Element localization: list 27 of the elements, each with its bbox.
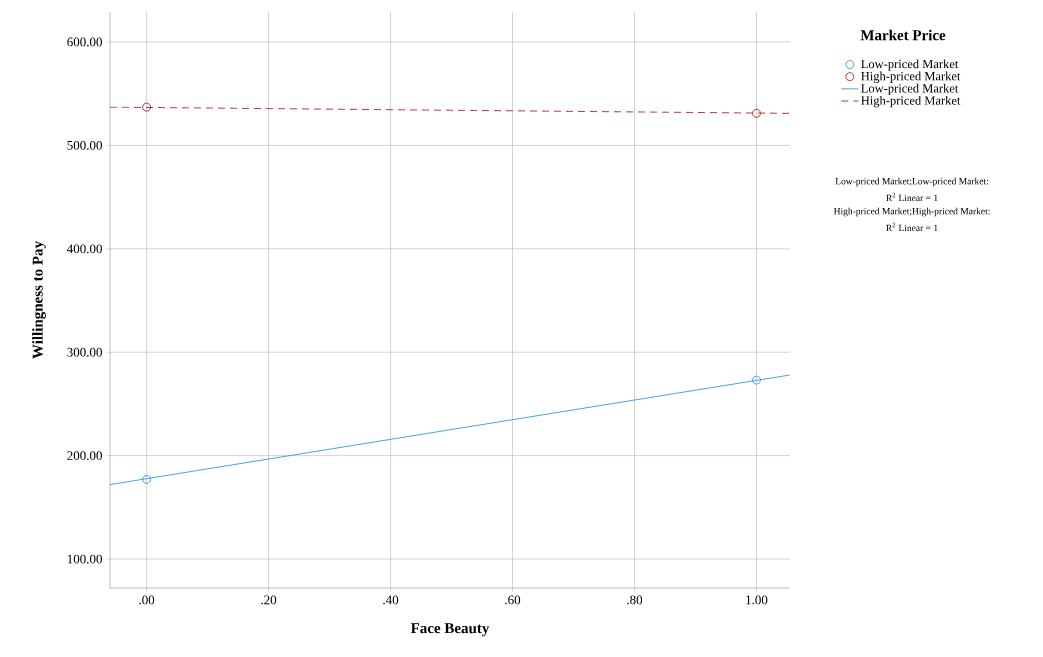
x-tick-label: .60	[505, 595, 521, 605]
y-tick-label: 400.00	[66, 244, 102, 254]
legend-label: High-priced Market	[861, 71, 961, 83]
text: Low-priced Market;Low-priced Market:	[835, 177, 989, 187]
x-tick-label: .20	[261, 595, 277, 605]
y-tick-label: 300.00	[67, 347, 102, 357]
y-tick-label: 200.00	[67, 451, 102, 461]
point	[142, 102, 152, 112]
y-axis-title: Willingness to Pay	[32, 241, 46, 359]
y-tick-label: 500.00	[67, 140, 102, 150]
text: R$^{2}$ Linear = 1	[886, 222, 938, 232]
point	[752, 375, 761, 385]
x-tick-label: 1.00	[746, 595, 768, 605]
legend-label: Low-priced Market	[861, 83, 959, 96]
y-tick-label: 600.00	[67, 37, 102, 47]
text: R$^{2}$ Linear = 1	[886, 192, 938, 202]
point	[142, 474, 152, 484]
point	[752, 108, 761, 118]
x-tick-label: .00	[139, 595, 155, 605]
legend-title: Market Price	[860, 29, 946, 41]
legend-label: High-priced Market	[861, 95, 961, 108]
text: High-priced Market;High-priced Market:	[833, 207, 990, 217]
x-axis-title: Face Beauty	[410, 623, 490, 637]
y-tick-label: 100.00	[67, 554, 102, 564]
x-tick-label: .40	[383, 595, 399, 605]
legend-label: Low-priced Market	[861, 59, 959, 71]
x-tick-label: .80	[627, 595, 643, 605]
